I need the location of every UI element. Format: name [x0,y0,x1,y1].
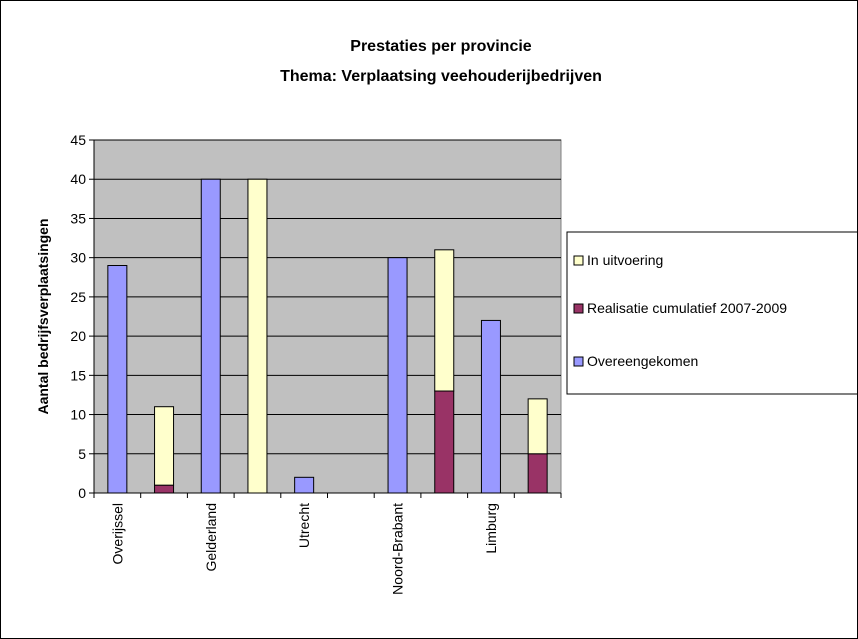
axes [89,139,562,498]
legend-swatch [573,356,584,367]
x-tick-label: Noord-Brabant [390,503,406,595]
x-tick-label: Overijssel [109,503,125,564]
bar-segment [294,476,315,494]
y-tick-label: 10 [70,407,86,423]
y-axis-label: Aantal bedrijfsverplaatsingen [35,218,51,414]
bar-segment [107,265,128,494]
y-tick-label: 15 [70,367,86,383]
y-tick-label: 40 [70,171,86,187]
legend: In uitvoering Realisatie cumulatief 2007-… [566,231,857,395]
chart-title-line-2: Thema: Verplaatsing veehouderijbedrijven [280,68,602,85]
y-tick-label: 20 [70,328,86,344]
y-tick-label: 35 [70,210,86,226]
bar-segment [434,390,455,494]
bar-segment [154,484,175,494]
y-tick-label: 0 [78,485,86,501]
legend-label: Realisatie cumulatief 2007-2009 [587,300,787,316]
y-tick-label: 25 [70,289,86,305]
x-tick-label: Utrecht [296,503,312,548]
x-tick-label: Gelderland [203,503,219,572]
y-tick-label: 30 [70,250,86,266]
legend-label: Overeengekomen [587,353,698,369]
bar-segment [247,178,268,494]
legend-swatch [573,255,584,266]
x-tick-label: Limburg [483,503,499,554]
bar-segment [154,406,175,486]
bar-segment [527,398,548,455]
y-tick-label: 5 [78,446,86,462]
bar-segment [480,319,501,494]
bar-segment [527,453,548,494]
x-tick-labels: Overijssel Gelderland Utrecht Noord-Brabant… [109,503,499,595]
bar-segment [200,178,221,494]
bars [107,178,548,494]
legend-box [566,231,857,395]
bar-segment [434,249,455,392]
legend-swatch [573,303,584,314]
chart-title-line-1: Prestaties per provincie [350,38,532,55]
y-tick-labels: 0 5 10 15 20 25 30 35 40 45 [70,132,86,501]
bar-segment [387,257,408,494]
y-tick-label: 45 [70,132,86,148]
legend-label: In uitvoering [587,252,663,268]
